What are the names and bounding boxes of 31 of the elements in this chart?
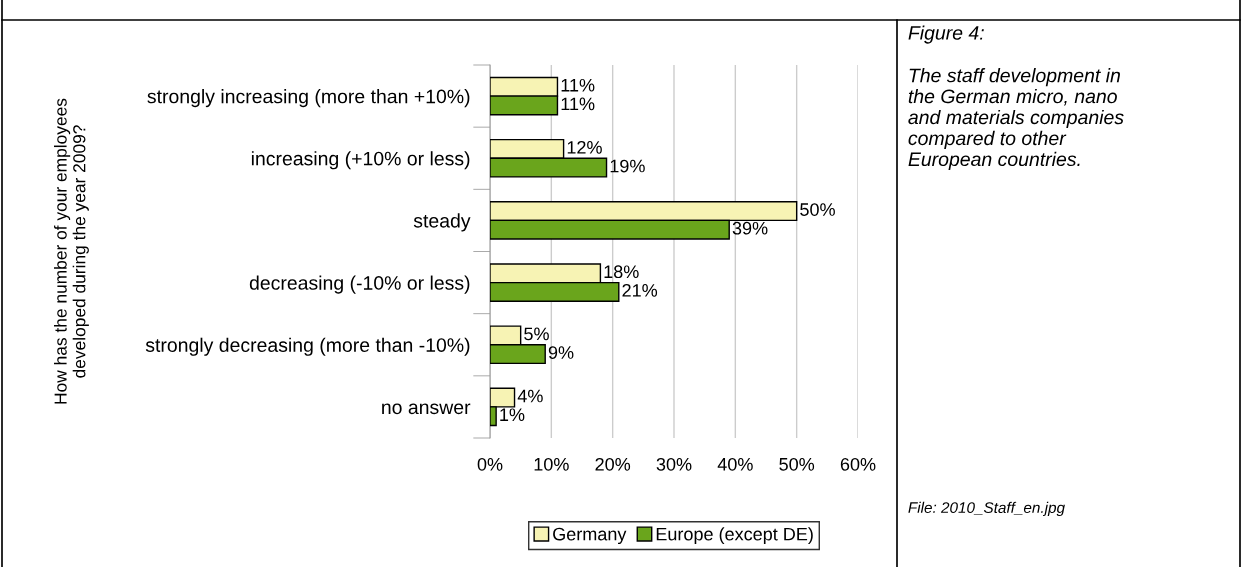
x-tick-label: 40% [717,457,753,471]
data-label: 5% [524,327,549,341]
y-axis-title: How has the number of your employees developed during the year 2009? [54,98,89,404]
x-tick-label: 60% [840,457,876,471]
y-tick-label: steady [413,213,471,232]
y-tick-label: decreasing (-10% or less) [249,275,470,294]
data-label: 11% [561,78,595,92]
data-label: 4% [517,389,543,403]
x-tick-label: 20% [595,457,631,471]
caption: Figure 4: [908,25,984,44]
y-tick-label: strongly increasing (more than +10%) [147,89,470,108]
y-tick-label: strongly decreasing (more than -10%) [145,337,470,356]
data-label: 1% [500,408,525,422]
legend-label: Germany [553,527,627,545]
x-tick-label: 10% [534,457,569,471]
x-tick-label: 0% [477,457,503,471]
data-label: 18% [604,265,639,279]
y-tick-label: no answer [382,403,471,415]
data-label: 50% [800,203,835,216]
text: File: 2010_Staff_en.jpg [908,501,1065,517]
x-tick-label: 50% [779,457,815,471]
legend-label: Europe (except DE) [656,527,813,545]
x-tick-label: 30% [656,457,692,471]
data-label: 19% [610,159,645,173]
y-tick-label: increasing (+10% or less) [251,151,470,170]
text: The staff development in the German micro, nano and materials companies compared to other European countries. [908,68,1124,170]
data-label: 12% [567,140,602,154]
data-label: 9% [548,346,574,359]
data-label: 39% [732,221,768,235]
data-label: 11% [561,97,595,111]
data-label: 21% [622,283,658,297]
